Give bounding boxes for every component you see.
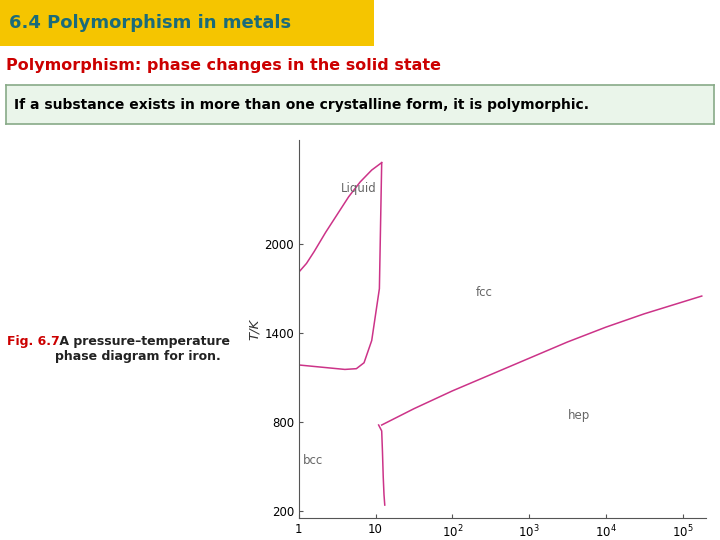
Text: Fig. 6.7: Fig. 6.7 [7, 335, 60, 348]
Text: A pressure–temperature
phase diagram for iron.: A pressure–temperature phase diagram for… [55, 335, 230, 363]
Text: bcc: bcc [302, 454, 323, 467]
Text: 6.4 Polymorphism in metals: 6.4 Polymorphism in metals [9, 14, 292, 32]
Text: Liquid: Liquid [341, 183, 377, 195]
Y-axis label: T/K: T/K [248, 319, 261, 340]
Text: hep: hep [567, 409, 590, 422]
Text: If a substance exists in more than one crystalline form, it is polymorphic.: If a substance exists in more than one c… [14, 98, 589, 112]
Text: fcc: fcc [475, 286, 492, 299]
Text: Polymorphism: phase changes in the solid state: Polymorphism: phase changes in the solid… [6, 58, 441, 73]
